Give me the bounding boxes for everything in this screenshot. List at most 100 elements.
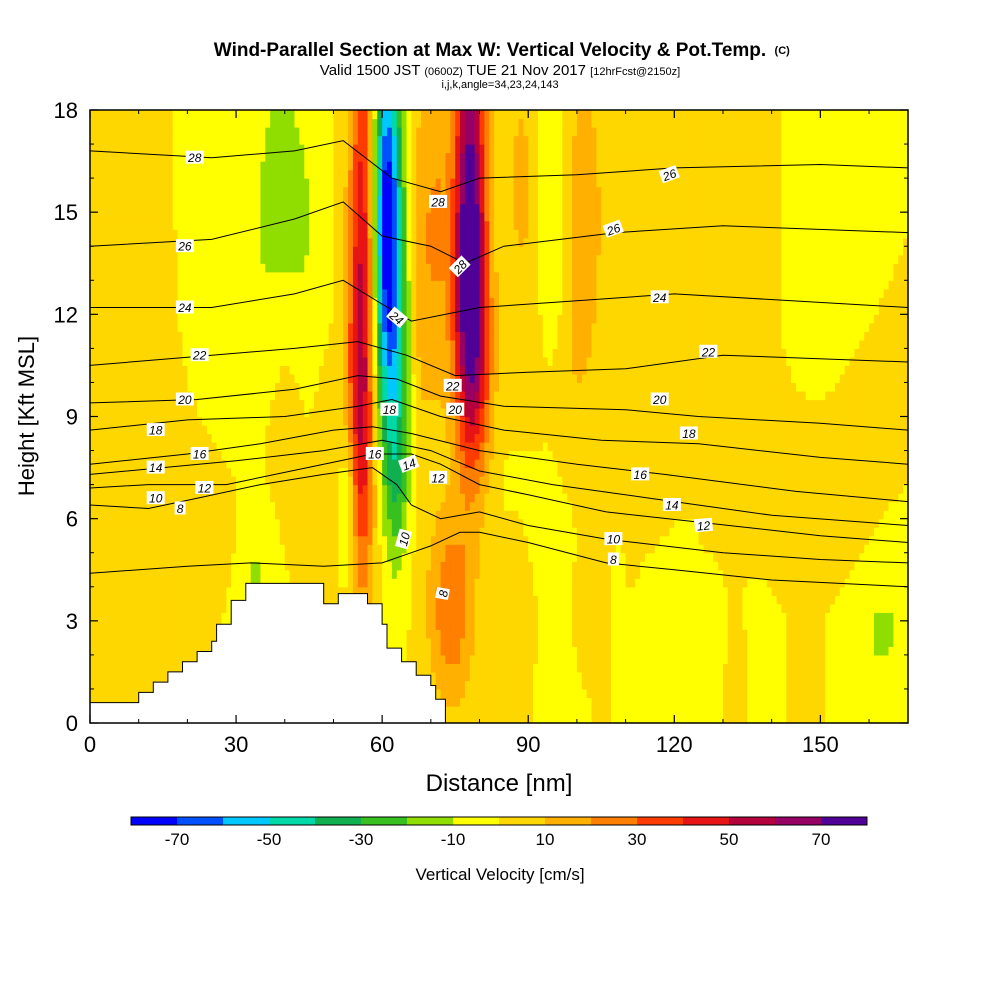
velocity-cell <box>654 646 661 656</box>
velocity-cell <box>518 493 524 503</box>
velocity-cell <box>815 680 821 690</box>
velocity-cell <box>684 714 690 723</box>
velocity-cell <box>464 586 471 596</box>
velocity-cell <box>620 629 627 639</box>
velocity-cell <box>338 510 344 520</box>
velocity-cell <box>406 654 412 664</box>
velocity-cell <box>528 561 534 571</box>
velocity-cell <box>659 620 666 630</box>
velocity-cell <box>796 544 802 554</box>
velocity-cell <box>805 688 812 699</box>
velocity-cell <box>664 518 671 528</box>
velocity-cell <box>610 629 617 639</box>
velocity-cell <box>864 501 870 511</box>
velocity-cell <box>888 518 894 528</box>
velocity-cell <box>309 476 315 486</box>
velocity-cell <box>435 595 442 605</box>
velocity-cell <box>187 646 193 656</box>
velocity-cell <box>513 518 520 528</box>
velocity-cell <box>679 646 685 656</box>
velocity-cell <box>601 493 607 503</box>
velocity-cell <box>464 714 471 723</box>
velocity-cell <box>221 586 227 596</box>
velocity-cell <box>469 501 476 511</box>
velocity-cell <box>143 552 150 562</box>
velocity-cell <box>226 612 232 622</box>
velocity-cell <box>873 561 880 571</box>
velocity-cell <box>669 620 675 630</box>
velocity-cell <box>270 476 276 486</box>
velocity-cell <box>494 705 500 716</box>
velocity-cell <box>722 586 729 596</box>
velocity-cell <box>567 493 573 503</box>
velocity-cell <box>713 544 719 554</box>
velocity-cell <box>903 569 908 579</box>
velocity-cell <box>411 510 417 520</box>
velocity-cell <box>737 705 744 716</box>
velocity-cell <box>615 561 622 571</box>
velocity-cell <box>698 705 705 716</box>
velocity-cell <box>727 476 734 486</box>
velocity-cell <box>537 697 544 707</box>
velocity-cell <box>606 578 612 588</box>
velocity-cell <box>679 595 685 605</box>
velocity-cell <box>138 646 145 656</box>
velocity-cell <box>216 569 223 579</box>
velocity-cell <box>104 518 111 528</box>
velocity-cell <box>542 654 549 664</box>
velocity-cell <box>221 578 227 588</box>
velocity-cell <box>640 637 646 647</box>
velocity-cell <box>878 552 885 562</box>
velocity-cell <box>270 552 276 562</box>
velocity-cell <box>124 578 130 588</box>
velocity-cell <box>484 680 490 690</box>
velocity-cell <box>479 552 485 562</box>
velocity-cell <box>182 603 188 613</box>
velocity-cell <box>265 578 271 588</box>
velocity-cell <box>610 697 617 707</box>
velocity-cell <box>163 493 169 503</box>
velocity-cell <box>839 535 846 545</box>
velocity-cell <box>294 493 300 503</box>
velocity-cell <box>893 620 899 630</box>
velocity-cell <box>192 654 198 664</box>
velocity-cell <box>182 586 188 596</box>
velocity-cell <box>513 476 520 486</box>
velocity-cell <box>425 663 432 673</box>
velocity-cell <box>620 586 627 596</box>
velocity-cell <box>557 680 563 690</box>
velocity-cell <box>460 586 466 596</box>
velocity-cell <box>255 544 262 554</box>
velocity-cell <box>859 671 865 682</box>
velocity-cell <box>401 569 408 579</box>
velocity-cell <box>645 612 651 622</box>
velocity-cell <box>114 561 120 571</box>
velocity-cell <box>664 476 671 486</box>
velocity-cell <box>825 654 831 664</box>
velocity-cell <box>732 646 739 656</box>
velocity-cell <box>411 612 417 622</box>
velocity-cell <box>854 714 860 723</box>
velocity-cell <box>148 510 154 520</box>
velocity-cell <box>547 663 554 673</box>
velocity-cell <box>815 510 821 520</box>
velocity-cell <box>94 484 101 494</box>
velocity-cell <box>460 595 466 605</box>
velocity-cell <box>401 586 408 596</box>
velocity-cell <box>518 544 524 554</box>
velocity-cell <box>786 620 792 630</box>
velocity-cell <box>552 552 559 562</box>
velocity-cell <box>645 688 651 699</box>
velocity-cell <box>805 518 812 528</box>
velocity-cell <box>645 705 651 716</box>
velocity-cell <box>722 620 729 630</box>
velocity-cell <box>357 484 364 494</box>
velocity-cell <box>201 586 208 596</box>
velocity-cell <box>133 595 140 605</box>
velocity-cell <box>864 510 870 520</box>
velocity-cell <box>640 569 646 579</box>
velocity-cell <box>489 595 495 605</box>
velocity-cell <box>572 705 578 716</box>
velocity-cell <box>294 569 300 579</box>
